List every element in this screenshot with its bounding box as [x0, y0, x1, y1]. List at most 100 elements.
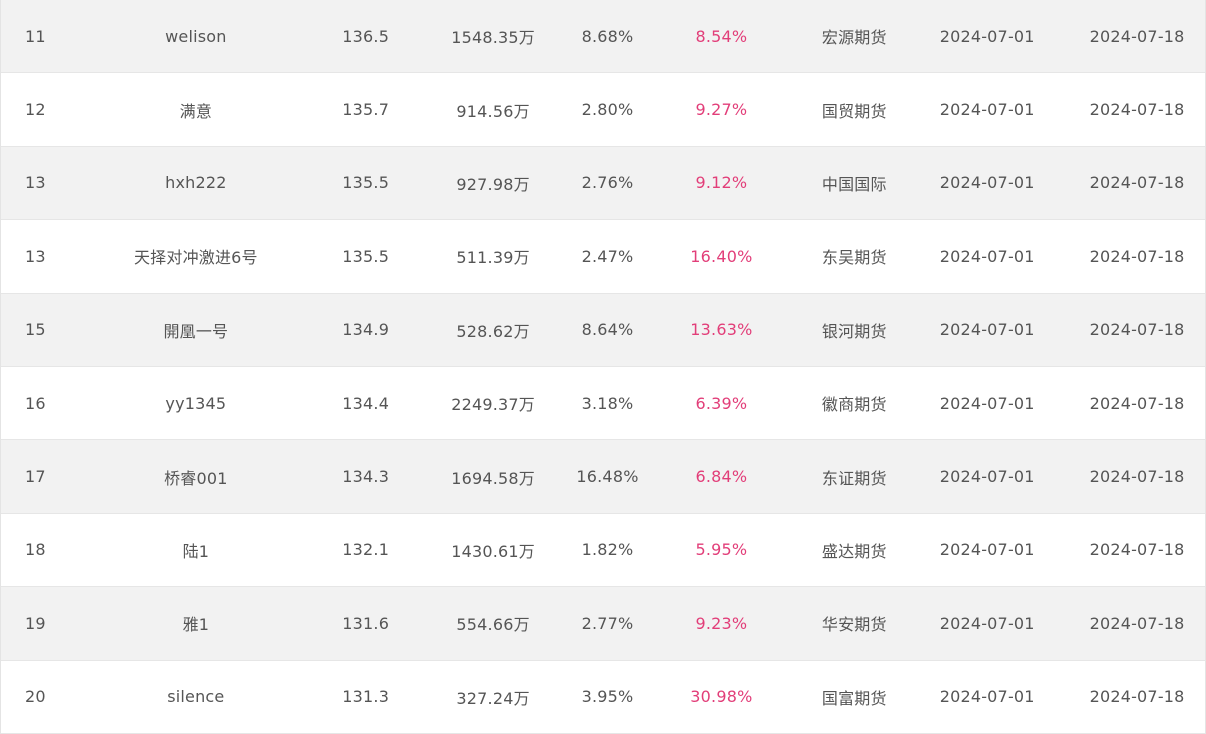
account-name-cell[interactable]: 雅1 — [182, 615, 210, 635]
table-row[interactable]: 16 yy1345 134.4 2249.37万 3.18% 6.39% 徽商期… — [1, 366, 1205, 441]
end-date-cell: 2024-07-18 — [1089, 173, 1185, 193]
account-name-cell[interactable]: 桥睿001 — [164, 468, 228, 488]
broker-cell: 国贸期货 — [821, 101, 887, 121]
drawdown-cell: 16.48% — [576, 467, 639, 487]
net-value-cell: 554.66万 — [456, 615, 530, 635]
rank-cell: 13 — [25, 246, 46, 266]
rank-cell: 17 — [25, 467, 46, 487]
rank-cell: 20 — [25, 687, 46, 707]
score-cell: 135.5 — [342, 246, 390, 266]
table-row[interactable]: 20 silence 131.3 327.24万 3.95% 30.98% 国富… — [1, 660, 1205, 734]
end-date-cell: 2024-07-18 — [1089, 26, 1185, 46]
drawdown-cell: 8.68% — [581, 26, 634, 46]
drawdown-cell: 3.95% — [581, 687, 634, 707]
broker-cell: 徽商期货 — [821, 395, 887, 415]
return-cell: 13.63% — [690, 320, 753, 340]
drawdown-cell: 2.76% — [581, 173, 634, 193]
return-cell: 9.23% — [695, 613, 748, 633]
score-cell: 134.3 — [342, 467, 390, 487]
return-cell: 16.40% — [690, 246, 753, 266]
net-value-cell: 927.98万 — [456, 174, 530, 194]
start-date-cell: 2024-07-01 — [939, 540, 1035, 560]
broker-cell: 盛达期货 — [821, 541, 887, 561]
net-value-cell: 1548.35万 — [451, 28, 535, 48]
account-name-cell[interactable]: 天择对冲激进6号 — [133, 248, 258, 268]
drawdown-cell: 3.18% — [581, 393, 634, 413]
score-cell: 135.7 — [342, 100, 390, 120]
score-cell: 136.5 — [342, 26, 390, 46]
account-name-cell[interactable]: 满意 — [179, 101, 213, 121]
rank-cell: 18 — [25, 540, 46, 560]
start-date-cell: 2024-07-01 — [939, 26, 1035, 46]
net-value-cell: 1430.61万 — [451, 541, 535, 561]
table-row[interactable]: 17 桥睿001 134.3 1694.58万 16.48% 6.84% 东证期… — [1, 440, 1205, 514]
score-cell: 131.6 — [342, 613, 390, 633]
start-date-cell: 2024-07-01 — [939, 687, 1035, 707]
net-value-cell: 1694.58万 — [451, 468, 535, 488]
broker-cell: 华安期货 — [821, 615, 887, 635]
rank-cell: 12 — [25, 100, 46, 120]
end-date-cell: 2024-07-18 — [1089, 320, 1185, 340]
net-value-cell: 914.56万 — [456, 101, 530, 121]
score-cell: 135.5 — [342, 173, 390, 193]
rank-cell: 11 — [25, 26, 46, 46]
score-cell: 132.1 — [342, 540, 390, 560]
broker-cell: 东证期货 — [821, 468, 887, 488]
table-row[interactable]: 11 welison 136.5 1548.35万 8.68% 8.54% 宏源… — [1, 0, 1205, 74]
rank-cell: 15 — [25, 320, 46, 340]
score-cell: 134.9 — [342, 320, 390, 340]
end-date-cell: 2024-07-18 — [1089, 613, 1185, 633]
table-row[interactable]: 18 陆1 132.1 1430.61万 1.82% 5.95% 盛达期货 20… — [1, 513, 1205, 588]
table-row[interactable]: 13 hxh222 135.5 927.98万 2.76% 9.12% 中国国际… — [1, 146, 1205, 221]
score-cell: 134.4 — [342, 393, 390, 413]
start-date-cell: 2024-07-01 — [939, 613, 1035, 633]
broker-cell: 银河期货 — [821, 321, 887, 341]
account-name-cell[interactable]: 陆1 — [182, 541, 210, 561]
net-value-cell: 528.62万 — [456, 321, 530, 341]
rank-cell: 16 — [25, 393, 46, 413]
account-name-cell[interactable]: silence — [167, 687, 225, 707]
net-value-cell: 511.39万 — [456, 248, 530, 268]
start-date-cell: 2024-07-01 — [939, 173, 1035, 193]
start-date-cell: 2024-07-01 — [939, 320, 1035, 340]
account-name-cell[interactable]: yy1345 — [165, 393, 227, 413]
return-cell: 9.12% — [695, 173, 748, 193]
account-name-cell[interactable]: 開凰一号 — [163, 321, 229, 341]
end-date-cell: 2024-07-18 — [1089, 100, 1185, 120]
start-date-cell: 2024-07-01 — [939, 246, 1035, 266]
end-date-cell: 2024-07-18 — [1089, 540, 1185, 560]
net-value-cell: 327.24万 — [456, 688, 530, 708]
end-date-cell: 2024-07-18 — [1089, 246, 1185, 266]
end-date-cell: 2024-07-18 — [1089, 393, 1185, 413]
table-row[interactable]: 15 開凰一号 134.9 528.62万 8.64% 13.63% 银河期货 … — [1, 293, 1205, 367]
end-date-cell: 2024-07-18 — [1089, 687, 1185, 707]
end-date-cell: 2024-07-18 — [1089, 467, 1185, 487]
drawdown-cell: 8.64% — [581, 320, 634, 340]
start-date-cell: 2024-07-01 — [939, 467, 1035, 487]
broker-cell: 国富期货 — [821, 688, 887, 708]
table-row[interactable]: 13 天择对冲激进6号 135.5 511.39万 2.47% 16.40% 东… — [1, 220, 1205, 294]
net-value-cell: 2249.37万 — [451, 395, 535, 415]
account-name-cell[interactable]: welison — [165, 26, 227, 46]
return-cell: 8.54% — [695, 26, 748, 46]
start-date-cell: 2024-07-01 — [939, 100, 1035, 120]
rank-cell: 19 — [25, 613, 46, 633]
drawdown-cell: 2.47% — [581, 246, 634, 266]
table-row[interactable]: 19 雅1 131.6 554.66万 2.77% 9.23% 华安期货 202… — [1, 587, 1205, 661]
broker-cell: 中国国际 — [821, 174, 887, 194]
return-cell: 6.39% — [695, 393, 748, 413]
drawdown-cell: 1.82% — [581, 540, 634, 560]
return-cell: 6.84% — [695, 467, 748, 487]
table-row[interactable]: 12 满意 135.7 914.56万 2.80% 9.27% 国贸期货 202… — [1, 73, 1205, 147]
return-cell: 5.95% — [695, 540, 748, 560]
score-cell: 131.3 — [342, 687, 390, 707]
drawdown-cell: 2.77% — [581, 613, 634, 633]
rank-cell: 13 — [25, 173, 46, 193]
broker-cell: 宏源期货 — [821, 28, 887, 48]
account-name-cell[interactable]: hxh222 — [165, 173, 227, 193]
drawdown-cell: 2.80% — [581, 100, 634, 120]
return-cell: 9.27% — [695, 100, 748, 120]
start-date-cell: 2024-07-01 — [939, 393, 1035, 413]
return-cell: 30.98% — [690, 687, 753, 707]
